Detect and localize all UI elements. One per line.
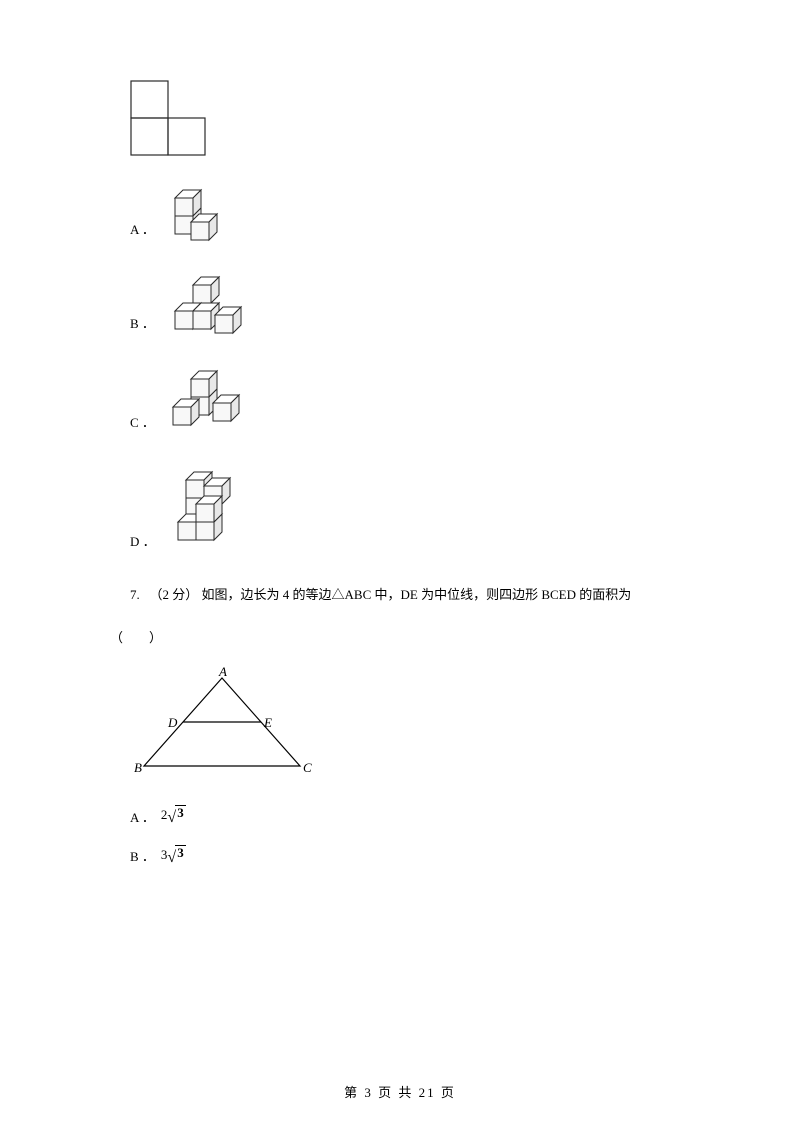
triangle-svg: A D E B C [130, 666, 315, 781]
option-label: A ． [130, 808, 155, 829]
q7-paren: （ ） [110, 628, 690, 649]
vertex-A: A [218, 666, 227, 679]
q7-triangle-figure: A D E B C [130, 666, 690, 781]
q7-option-A: A ． 2 √ 3 [130, 805, 690, 831]
vertex-C: C [303, 760, 312, 775]
q7-option-B: B ． 3 √ 3 [130, 845, 690, 871]
q7-points: （2 分） [150, 587, 199, 602]
cubes-C-svg [163, 363, 258, 438]
option-label: B ． [130, 314, 155, 339]
cubes-A-svg [163, 180, 238, 245]
option-label: B ． [130, 847, 155, 868]
option-label: A ． [130, 220, 155, 245]
vertex-D: D [167, 715, 178, 730]
value-3sqrt3: 3 √ 3 [161, 845, 186, 871]
value-2sqrt3: 2 √ 3 [161, 805, 186, 831]
q6-top-view [130, 80, 690, 156]
vertex-E: E [263, 715, 272, 730]
q6-option-B: B ． [130, 269, 690, 339]
q7-body: 如图，边长为 4 的等边△ABC 中，DE 为中位线，则四边形 BCED 的面积… [202, 587, 632, 602]
l-shape-svg [130, 80, 206, 156]
q6-option-C: C ． [130, 363, 690, 438]
q6-option-A: A ． [130, 180, 690, 245]
option-label: C ． [130, 413, 155, 438]
cubes-D-svg [164, 462, 249, 557]
cubes-B-svg [163, 269, 258, 339]
q7-number: 7. [130, 587, 140, 602]
q7-text: 7. （2 分） 如图，边长为 4 的等边△ABC 中，DE 为中位线，则四边形… [130, 581, 690, 610]
q6-option-D: D ． [130, 462, 690, 557]
option-label: D ． [130, 532, 156, 557]
page-footer: 第 3 页 共 21 页 [0, 1083, 800, 1104]
vertex-B: B [134, 760, 142, 775]
